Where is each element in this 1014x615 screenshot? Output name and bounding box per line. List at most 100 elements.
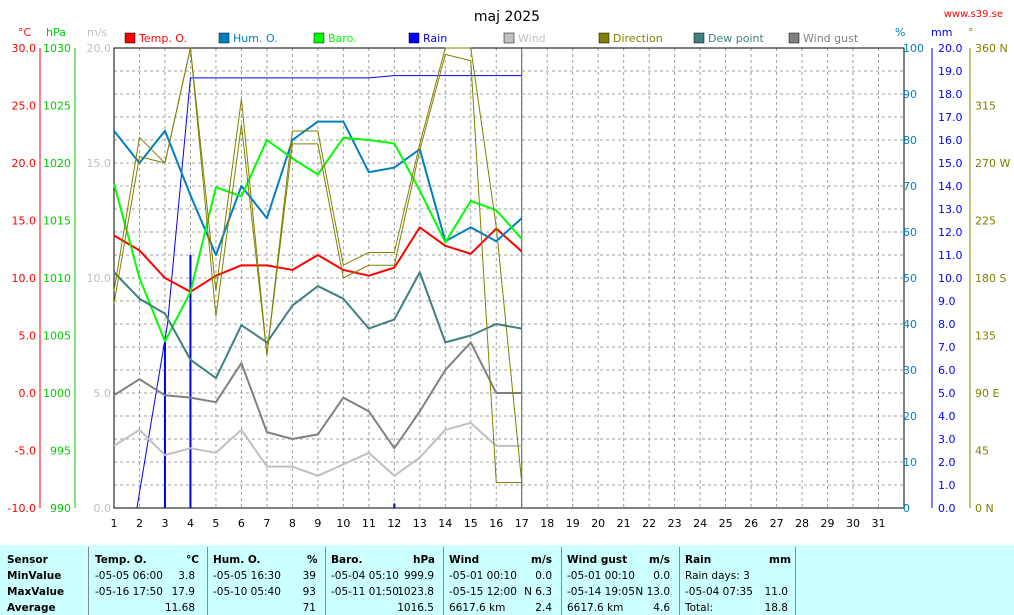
max-wind-value: N 6.3 xyxy=(524,586,552,598)
series-line xyxy=(113,271,522,380)
max-rain-time: -05-04 07:35 xyxy=(685,586,753,598)
max-temp-time: -05-16 17:50 xyxy=(95,586,163,598)
avg-baro-value: 1016.5 xyxy=(397,602,434,614)
dir-axis-tick: 180 S xyxy=(975,272,1006,285)
x-axis-tick: 19 xyxy=(566,517,580,530)
legend-swatch xyxy=(408,32,420,44)
x-axis-tick: 23 xyxy=(668,517,682,530)
dir-axis-tick: 0 N xyxy=(975,502,994,515)
rain-axis-tick: 3.0 xyxy=(938,433,956,446)
x-axis-tick: 17 xyxy=(515,517,529,530)
temp-unit: °C xyxy=(18,26,32,39)
x-axis-tick: 5 xyxy=(212,517,219,530)
gust-distance: 6617.6 km xyxy=(567,602,624,614)
rain-axis-tick: 17.0 xyxy=(938,111,963,124)
x-axis-tick: 9 xyxy=(314,517,321,530)
rain-axis-tick: 6.0 xyxy=(938,364,956,377)
hum-axis-tick: 40 xyxy=(903,318,917,331)
min-baro-value: 999.9 xyxy=(403,570,434,582)
legend-label: Direction xyxy=(613,32,663,45)
x-axis-tick: 29 xyxy=(821,517,835,530)
x-axis-tick: 15 xyxy=(464,517,478,530)
legend-swatch xyxy=(124,32,136,44)
x-axis-tick: 1 xyxy=(111,517,118,530)
baro-axis-tick: 990 xyxy=(50,502,71,515)
x-axis-tick: 24 xyxy=(693,517,707,530)
x-axis-tick: 2 xyxy=(136,517,143,530)
x-axis-tick: 11 xyxy=(362,517,376,530)
hum-axis-tick: 60 xyxy=(903,226,917,239)
rain-axis-tick: 15.0 xyxy=(938,157,963,170)
rain-axis-tick: 2.0 xyxy=(938,456,956,469)
header-gust: Wind gust xyxy=(567,554,628,566)
x-axis-tick: 31 xyxy=(872,517,886,530)
series-line xyxy=(113,120,523,256)
chart-title: maj 2025 xyxy=(474,9,540,25)
x-axis-tick: 4 xyxy=(187,517,194,530)
x-axis-tick: 10 xyxy=(336,517,350,530)
legend-swatch xyxy=(693,32,705,44)
header-rain: Rain xyxy=(685,554,712,566)
min-gust-value: 0.0 xyxy=(653,570,670,582)
legend-swatch xyxy=(788,32,800,44)
avg-gust-value: 4.6 xyxy=(653,602,670,614)
min-temp-time: -05-05 06:00 xyxy=(95,570,163,582)
dir-axis-tick: 270 W xyxy=(975,157,1010,170)
series-line xyxy=(113,136,523,343)
baro-unit: hPa xyxy=(46,26,66,39)
rain-cumulative-line xyxy=(136,75,522,509)
rain-axis-tick: 4.0 xyxy=(938,410,956,423)
max-gust-time: -05-14 19:05 xyxy=(567,586,635,598)
dir-axis-tick: 135 xyxy=(975,330,996,343)
x-axis-tick: 8 xyxy=(289,517,296,530)
site-url: www.s39.se xyxy=(944,9,1003,20)
table-divider xyxy=(207,547,208,615)
wind-unit: m/s xyxy=(87,26,107,39)
header-gust-unit: m/s xyxy=(649,554,671,566)
wind-axis-tick: 15.0 xyxy=(87,157,112,170)
x-axis-tick: 6 xyxy=(238,517,245,530)
min-temp-value: 3.8 xyxy=(178,570,195,582)
baro-axis-tick: 1020 xyxy=(43,157,71,170)
rain-axis-tick: 20.0 xyxy=(938,42,963,55)
header-hum-unit: % xyxy=(307,554,318,566)
hum-axis-tick: 70 xyxy=(903,180,917,193)
temp-axis-tick: 0.0 xyxy=(19,387,37,400)
rain-axis-tick: 12.0 xyxy=(938,226,963,239)
hum-axis-tick: 80 xyxy=(903,134,917,147)
rain-axis-tick: 7.0 xyxy=(938,341,956,354)
table-divider xyxy=(679,547,680,615)
temp-axis-tick: -5.0 xyxy=(15,445,36,458)
temp-axis-tick: 10.0 xyxy=(12,272,37,285)
x-axis-tick: 30 xyxy=(846,517,860,530)
dir-axis-tick: 45 xyxy=(975,445,989,458)
x-axis-tick: 22 xyxy=(642,517,656,530)
max-baro-value: 1023.8 xyxy=(397,586,434,598)
wind-distance: 6617.6 km xyxy=(449,602,506,614)
x-axis-tick: 12 xyxy=(387,517,401,530)
temp-axis-tick: 25.0 xyxy=(12,100,37,113)
dir-axis-tick: 90 E xyxy=(975,387,999,400)
min-hum-value: 39 xyxy=(302,570,316,582)
x-axis-tick: 18 xyxy=(540,517,554,530)
min-wind-value: 0.0 xyxy=(535,570,552,582)
row-label-max: MaxValue xyxy=(7,586,65,598)
x-axis-tick: 20 xyxy=(591,517,605,530)
rain-total-label: Total: xyxy=(685,602,714,614)
legend-label: Hum. O. xyxy=(233,32,278,45)
baro-axis-tick: 1010 xyxy=(43,272,71,285)
legend-label: Baro. xyxy=(328,32,357,45)
rain-axis-tick: 1.0 xyxy=(938,479,956,492)
header-wind-unit: m/s xyxy=(531,554,553,566)
dir-axis-tick: 315 xyxy=(975,100,996,113)
table-divider xyxy=(561,547,562,615)
max-rain-value: 11.0 xyxy=(764,586,788,598)
x-axis-tick: 26 xyxy=(744,517,758,530)
min-baro-time: -05-04 05:10 xyxy=(331,570,399,582)
hum-axis-tick: 20 xyxy=(903,410,917,423)
max-baro-time: -05-11 01:50 xyxy=(331,586,399,598)
legend-swatch xyxy=(503,32,515,44)
series-line xyxy=(113,226,523,293)
rain-unit: mm xyxy=(931,26,952,39)
hum-axis-tick: 30 xyxy=(903,364,917,377)
